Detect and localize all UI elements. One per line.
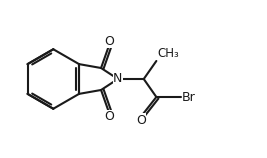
Text: Br: Br [182,91,196,103]
Text: N: N [113,73,123,85]
Text: O: O [136,114,146,127]
Text: CH₃: CH₃ [158,47,179,60]
Text: O: O [104,110,114,123]
Text: O: O [104,35,114,48]
